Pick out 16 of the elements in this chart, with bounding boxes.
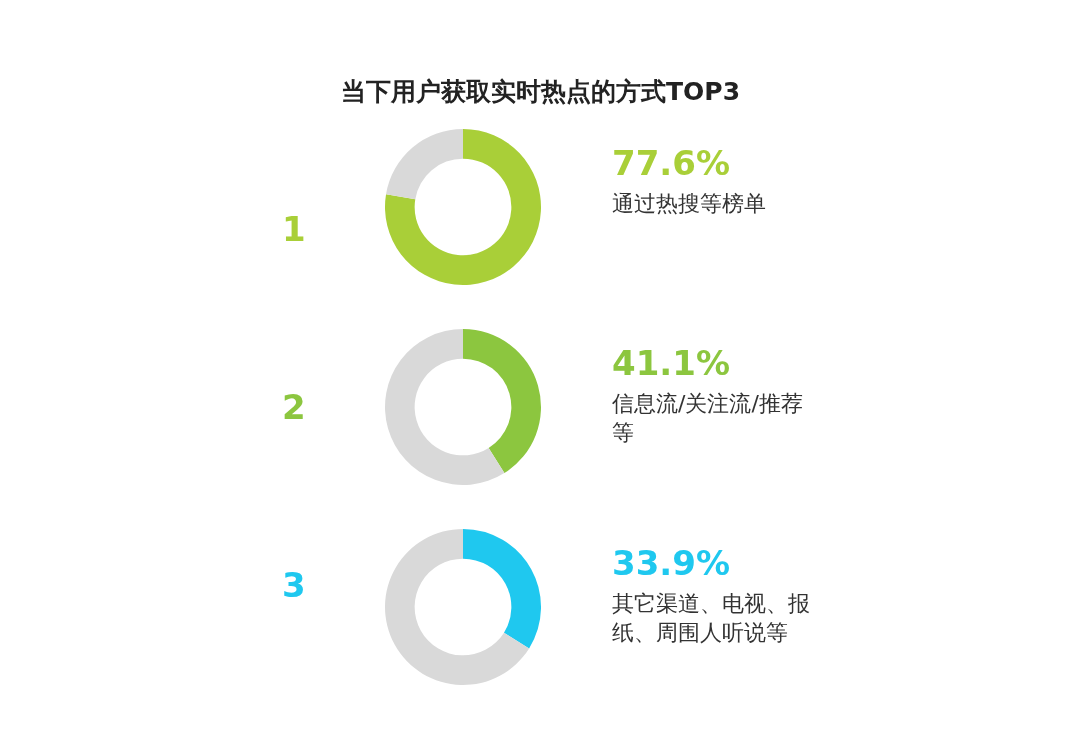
- donut-slice: [385, 329, 505, 485]
- data-label: 77.6%: [612, 143, 730, 183]
- text: 3: [282, 565, 306, 605]
- donut-slice: [385, 129, 541, 285]
- donut-slice: [463, 329, 541, 474]
- data-label: 41.1%: [612, 343, 730, 383]
- donut-slice: [463, 529, 541, 649]
- slice-label: 信息流/关注流/推荐等: [612, 391, 803, 445]
- donut-slice: [385, 529, 530, 685]
- donut-slice: [386, 129, 463, 200]
- data-label: 33.9%: [612, 543, 730, 583]
- slice-label: 通过热搜等榜单: [612, 191, 766, 216]
- text: 2: [282, 387, 306, 427]
- slice-label: 其它渠道、电视、报纸、周围人听说等: [612, 591, 810, 645]
- text: 1: [282, 209, 306, 249]
- chart-title: 当下用户获取实时热点的方式TOP3: [341, 77, 741, 106]
